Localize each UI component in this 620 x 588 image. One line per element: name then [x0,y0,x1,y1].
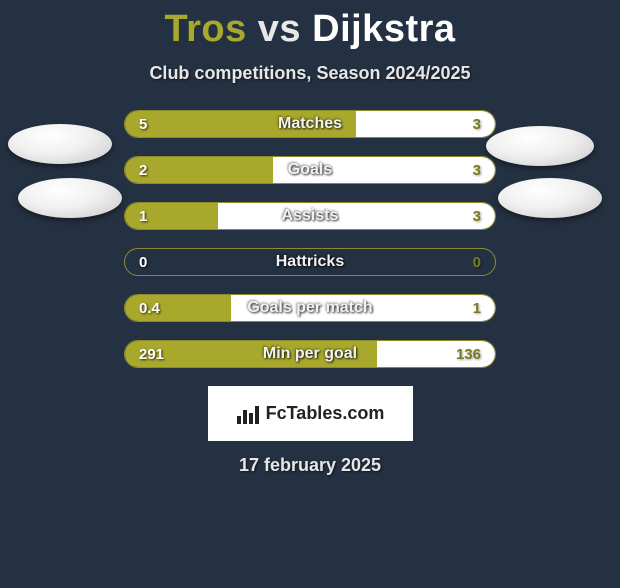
player1-name: Tros [164,8,246,50]
stat-fill-left [125,157,273,183]
stat-fill-left [125,341,377,367]
stat-fill-right [218,203,496,229]
stat-value-right: 0 [473,249,481,275]
stat-fill-right [377,341,495,367]
stat-row: 0.41Goals per match [124,294,496,322]
stat-row: 0 0Hattricks [124,248,496,276]
stat-fill-left [125,203,218,229]
stat-fill-left [125,295,231,321]
stats-bars-container: 53Matches 23Goals 13Assists 0 0Hattricks 0.41… [124,110,496,368]
stat-label: Hattricks [125,249,495,275]
date-label: 17 february 2025 [0,455,620,476]
stat-fill-left [125,111,356,137]
player2-avatar [498,178,602,218]
page-title: Tros vs Dijkstra [0,8,620,51]
player2-name: Dijkstra [312,8,455,50]
brand-text: FcTables.com [266,403,385,424]
stat-fill-right [273,157,495,183]
stat-value-left: 0 [139,249,147,275]
player1-avatar [18,178,122,218]
stat-row: 13Assists [124,202,496,230]
stat-row: 291136Min per goal [124,340,496,368]
stat-row: 53Matches [124,110,496,138]
brand-badge: FcTables.com [208,386,413,441]
vs-separator: vs [258,8,301,50]
bar-chart-icon [236,404,260,424]
stat-fill-right [231,295,495,321]
subtitle: Club competitions, Season 2024/2025 [0,63,620,84]
player2-avatar [486,126,594,166]
stat-fill-right [356,111,495,137]
player1-avatar [8,124,112,164]
stat-row: 23Goals [124,156,496,184]
